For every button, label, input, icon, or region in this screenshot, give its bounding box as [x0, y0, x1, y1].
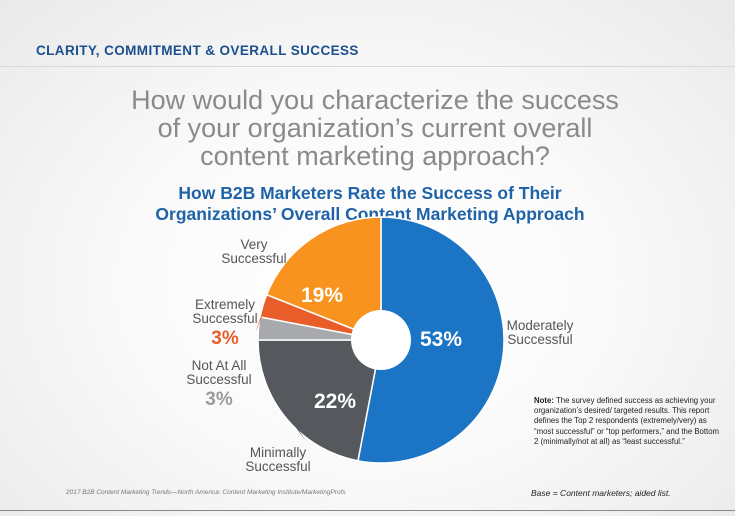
note-label: Note:	[534, 396, 554, 405]
callout-pointer-not-at-all-successful	[257, 319, 262, 370]
category-label-moderately-successful: Moderately Successful	[507, 318, 574, 347]
chart-title-line: How B2B Marketers Rate the Success of Th…	[178, 183, 562, 203]
divider	[0, 66, 735, 67]
pie-slice-minimally-successful	[257, 339, 382, 462]
question-heading: How would you characterize the success o…	[90, 86, 660, 170]
category-label-extremely-successful: Extremely Successful	[192, 297, 257, 326]
chart-title-line: Organizations’ Overall Content Marketing…	[155, 204, 585, 224]
category-label-minimally-successful: Minimally Successful	[245, 445, 310, 474]
callout-pointer-minimally-successful	[280, 406, 306, 441]
data-label-minimally-successful: 22%	[314, 390, 356, 413]
category-label-not-at-all-successful: Not At All Successful	[186, 358, 251, 387]
chart-title: How B2B Marketers Rate the Success of Th…	[120, 183, 620, 225]
donut-hole	[351, 310, 411, 370]
slice-labels: 53% Moderately Successful 22% Minimally Succe…	[186, 237, 573, 474]
category-label-very-successful: Very Successful	[221, 237, 286, 266]
data-label-not-at-all-successful: 3%	[205, 389, 233, 410]
pie-slice-very-successful	[265, 216, 382, 342]
data-label-moderately-successful: 53%	[420, 328, 462, 351]
base-note: Base = Content marketers; aided list.	[531, 488, 671, 498]
question-line: content marketing approach?	[200, 141, 550, 171]
question-line: How would you characterize the success	[131, 85, 619, 115]
note-text: The survey defined success as achieving …	[534, 396, 720, 446]
bottom-divider	[0, 510, 735, 511]
survey-note: Note: The survey defined success as achi…	[534, 396, 724, 447]
callout-pointer-extremely-successful	[255, 297, 268, 333]
section-title: CLARITY, COMMITMENT & OVERALL SUCCESS	[36, 43, 359, 58]
source-citation: 2017 B2B Content Marketing Trends—North …	[66, 489, 346, 496]
callout-pointer-very-successful	[285, 233, 324, 262]
pie-slices	[255, 216, 505, 464]
question-line: of your organization’s current overall	[157, 113, 593, 143]
callout-pointer-moderately-successful	[499, 338, 503, 364]
pie-slice-moderately-successful	[357, 216, 505, 464]
data-label-very-successful: 19%	[301, 284, 343, 307]
data-label-extremely-successful: 3%	[211, 328, 239, 349]
